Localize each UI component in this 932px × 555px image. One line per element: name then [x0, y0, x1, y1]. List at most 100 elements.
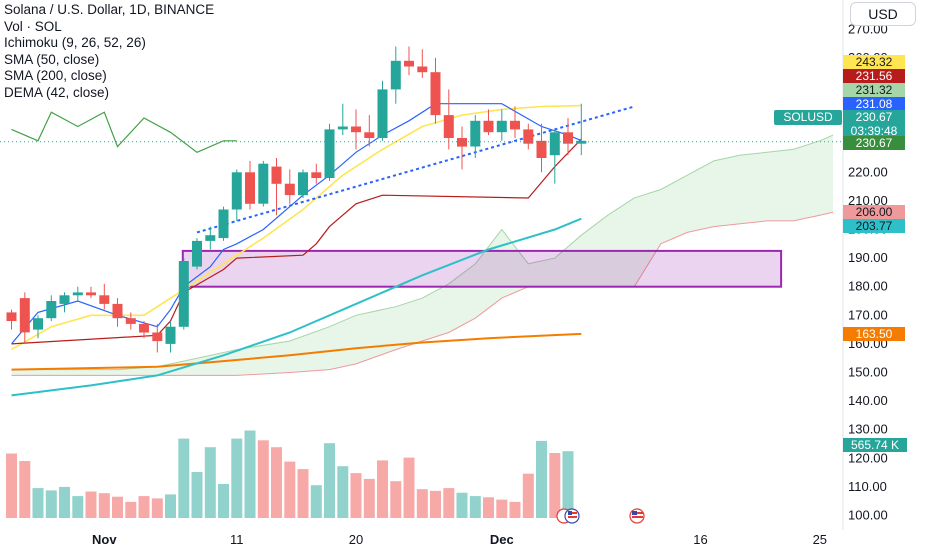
price-tick-label: 170.00 [848, 307, 888, 322]
price-tick-label: 100.00 [848, 508, 888, 523]
legend-dema[interactable]: DEMA (42, close) [4, 84, 110, 100]
volume-bar [204, 447, 216, 518]
candle [258, 160, 269, 207]
candle-body [205, 235, 216, 241]
candle-body [19, 298, 30, 333]
volume-bar [244, 430, 256, 518]
time-tick-label: Nov [92, 532, 117, 547]
candle [549, 129, 560, 184]
candle-body [549, 132, 560, 156]
candle [337, 103, 348, 136]
volume-bar [32, 488, 44, 518]
candle-body [430, 72, 441, 116]
candle-body [377, 89, 388, 138]
candle-body [218, 209, 229, 239]
price-tag-span: 231.32 [843, 83, 905, 97]
candle [284, 169, 295, 204]
price-tag-close: 230.67 [843, 136, 905, 150]
candle-body [46, 301, 57, 319]
volume-bar [138, 496, 150, 518]
volume-bar [509, 501, 521, 518]
candle-body [470, 120, 481, 147]
candle-body [563, 132, 573, 144]
time-axis[interactable]: Nov 11 20 Dec 16 25 [92, 532, 827, 547]
event-icon-flag[interactable] [556, 508, 582, 524]
candle-body [576, 140, 587, 144]
candle [351, 109, 361, 150]
tenkan-line [11, 103, 582, 345]
sma200-line [11, 332, 582, 371]
price-tag-dema: 243.32 [843, 55, 905, 69]
price-tag-kijun: 231.56 [843, 69, 905, 83]
candle-body [6, 312, 17, 321]
volume-bar [562, 451, 574, 518]
chikou-line [11, 111, 237, 153]
candle-body [165, 326, 176, 344]
candle-body [496, 120, 507, 133]
currency-button[interactable]: USD [850, 2, 916, 26]
candle [576, 103, 587, 156]
candle-body [351, 126, 361, 133]
candle-body [258, 163, 269, 204]
volume-bar [310, 485, 322, 518]
volume-bar [363, 478, 375, 518]
price-tick-label: 120.00 [848, 450, 888, 465]
volume-bar [125, 501, 137, 518]
candle-body [417, 66, 428, 73]
candle [563, 118, 573, 156]
candle [483, 109, 494, 136]
volume-bar [536, 440, 547, 518]
candle [33, 315, 43, 339]
candle [178, 258, 189, 330]
legend-title[interactable]: Solana / U.S. Dollar, 1D, BINANCE [4, 2, 215, 17]
volume-bar [151, 498, 163, 518]
legend-sma50[interactable]: SMA (50, close) [4, 51, 100, 67]
last-price-value: 230.67 [855, 110, 893, 124]
legend-volume[interactable]: Vol · SOL [4, 18, 62, 34]
time-tick-label: 20 [349, 532, 363, 547]
candle [165, 321, 176, 353]
volume-bar [98, 493, 110, 518]
sma50-line [11, 217, 582, 397]
candle-body [231, 172, 242, 210]
candle-body [523, 129, 534, 144]
volume-bar [324, 443, 335, 518]
legend-sma200[interactable]: SMA (200, close) [4, 68, 107, 83]
candle [139, 321, 149, 339]
volume-bar [257, 440, 269, 518]
candle [59, 292, 70, 313]
candle-body [33, 318, 43, 330]
us-flag-icon [629, 508, 645, 524]
candle [125, 312, 136, 330]
candle [536, 123, 547, 173]
candle [496, 109, 507, 141]
candle [245, 160, 255, 210]
candles[interactable] [6, 46, 587, 353]
candle-body [536, 140, 547, 158]
candle-body [510, 120, 520, 130]
volume-bar [218, 484, 229, 518]
candle [510, 106, 520, 138]
candle [99, 283, 110, 310]
candle-body [125, 318, 136, 324]
volume-bar [522, 473, 534, 518]
time-tick-label: 25 [813, 532, 827, 547]
price-tag-senkou-b: 206.00 [843, 205, 905, 219]
time-tick-label: 11 [230, 532, 244, 547]
volume-bars [6, 430, 574, 518]
candle-body [284, 183, 295, 196]
legend-ichimoku[interactable]: Ichimoku (9, 26, 52, 26) [4, 35, 146, 50]
candle-body [112, 303, 123, 319]
candle-body [337, 126, 348, 130]
volume-bar [483, 497, 494, 518]
candle [205, 226, 216, 250]
candle-body [324, 129, 335, 178]
candle [46, 295, 57, 321]
candle-body [483, 120, 494, 133]
last-price-tag: 230.67 03:39:48 [843, 110, 905, 138]
support-zone[interactable] [181, 249, 783, 288]
price-tick-label: 190.00 [848, 250, 888, 265]
event-icon-flag-2[interactable] [624, 508, 650, 524]
